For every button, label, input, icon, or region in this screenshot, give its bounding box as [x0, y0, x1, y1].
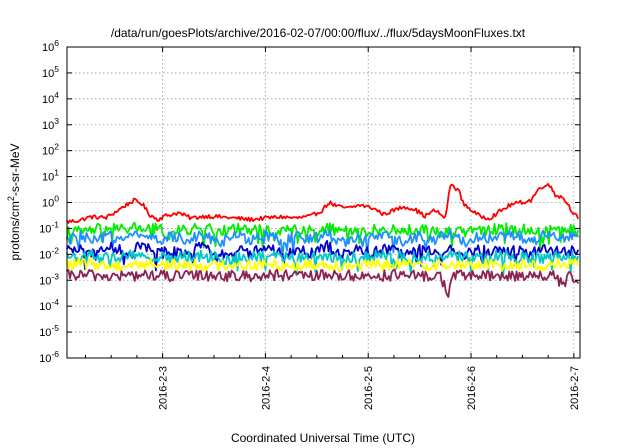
x-axis-label: Coordinated Universal Time (UTC) — [231, 431, 415, 445]
y-tick-base: 10 — [42, 172, 54, 184]
x-tick-label: 2016-2-7 — [569, 366, 581, 410]
y-tick-label: 10-3 — [39, 271, 59, 287]
y-tick-exponent: -6 — [51, 349, 59, 359]
y-tick-label: 10-1 — [39, 219, 59, 235]
y-tick-label: 10-5 — [39, 323, 59, 339]
grid-layer — [67, 47, 580, 358]
y-tick-exponent: 4 — [54, 90, 59, 100]
y-tick-labels: 10-610-510-410-310-210-11001011021031041… — [39, 38, 59, 365]
y-tick-exponent: -4 — [51, 297, 59, 307]
series-layer — [66, 183, 579, 298]
ticks-layer — [67, 46, 580, 359]
y-tick-base: 10 — [42, 146, 54, 158]
y-axis-label-part2: -s-sr-MeV — [8, 143, 22, 196]
y-axis-label-superscript: 2 — [6, 196, 16, 201]
y-tick-exponent: 2 — [54, 142, 59, 152]
series-line — [66, 183, 579, 224]
y-tick-exponent: 5 — [54, 64, 59, 74]
y-tick-base: 10 — [39, 353, 51, 365]
y-axis-label-part1: protons/cm — [8, 201, 22, 260]
y-tick-base: 10 — [42, 120, 54, 132]
y-tick-base: 10 — [42, 94, 54, 106]
x-tick-label: 2016-2-6 — [466, 366, 478, 410]
y-tick-label: 102 — [42, 142, 59, 158]
x-tick-label: 2016-2-4 — [260, 366, 272, 410]
y-tick-exponent: -1 — [51, 219, 59, 229]
series-line — [66, 228, 579, 258]
y-tick-base: 10 — [39, 327, 51, 339]
y-tick-exponent: 1 — [54, 168, 59, 178]
y-tick-exponent: 3 — [54, 116, 59, 126]
y-axis-label: protons/cm2-s-sr-MeV — [6, 143, 22, 260]
chart-title: /data/run/goesPlots/archive/2016-02-07/0… — [111, 26, 526, 40]
y-tick-label: 104 — [42, 90, 59, 106]
x-tick-label: 2016-2-5 — [363, 366, 375, 410]
y-tick-exponent: -5 — [51, 323, 59, 333]
y-tick-base: 10 — [39, 249, 51, 261]
y-tick-base: 10 — [39, 223, 51, 235]
x-tick-label: 2016-2-3 — [158, 366, 170, 410]
series-line — [66, 240, 579, 272]
y-tick-label: 100 — [42, 194, 59, 210]
series-line — [66, 256, 579, 272]
y-tick-label: 101 — [42, 168, 59, 184]
y-tick-label: 103 — [42, 116, 59, 132]
y-tick-base: 10 — [39, 275, 51, 287]
y-tick-label: 106 — [42, 38, 59, 54]
y-tick-base: 10 — [42, 198, 54, 210]
y-tick-base: 10 — [42, 68, 54, 80]
y-tick-label: 10-4 — [39, 297, 59, 313]
y-tick-label: 105 — [42, 64, 59, 80]
y-tick-exponent: 6 — [54, 38, 59, 48]
y-tick-label: 10-2 — [39, 245, 59, 261]
series-line — [66, 268, 579, 298]
y-tick-base: 10 — [42, 42, 54, 54]
y-tick-exponent: 0 — [54, 194, 59, 204]
y-tick-base: 10 — [39, 301, 51, 313]
y-tick-exponent: -2 — [51, 245, 59, 255]
y-tick-label: 10-6 — [39, 349, 59, 365]
y-tick-exponent: -3 — [51, 271, 59, 281]
x-tick-labels: 2016-2-3 2016-2-4 2016-2-5 2016-2-6 2016-2-7 — [158, 366, 581, 410]
